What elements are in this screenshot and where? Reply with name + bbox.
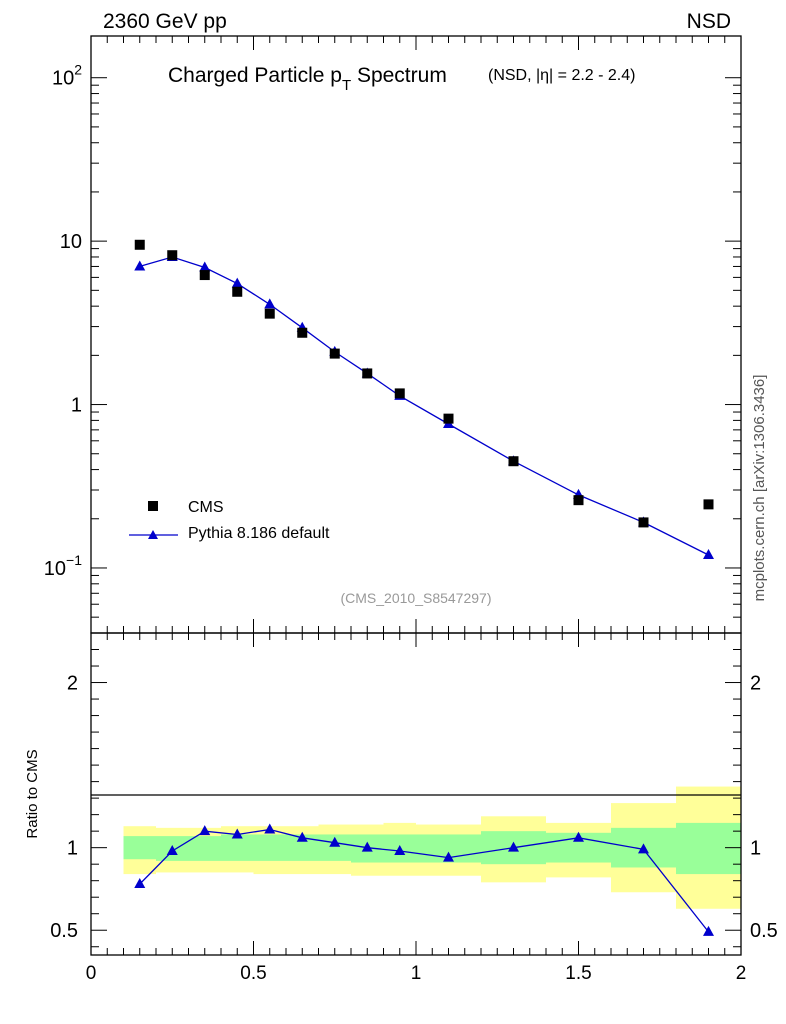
x-tick-labels: 0 0.5 1 1.5 2	[86, 963, 747, 984]
pythia-point	[199, 261, 211, 272]
y-tick-base: 10	[44, 558, 66, 580]
ratio-y-axis-label: Ratio to CMS	[24, 749, 41, 838]
ratio-point	[199, 825, 211, 836]
ratio-point	[264, 823, 276, 834]
side-source-label: mcplots.cern.ch [arXiv:1306.3436]	[751, 375, 768, 602]
cms-point	[167, 250, 178, 261]
cms-point	[134, 239, 145, 250]
y-tick-base: 10	[52, 68, 74, 90]
cms-point	[638, 517, 649, 528]
x-tick-label: 0.5	[240, 963, 266, 984]
ratio-point	[394, 844, 406, 855]
analysis-id-label: (CMS_2010_S8547297)	[341, 590, 492, 606]
pythia-point	[264, 298, 276, 309]
cms-point	[264, 308, 275, 319]
main-plot-ticks	[90, 36, 742, 634]
y-tick-label: 1	[71, 395, 82, 417]
ratio-point	[329, 836, 341, 847]
y-tick-label: 102	[52, 62, 82, 90]
ratio-y-tick-label-right: 2	[750, 673, 761, 695]
cms-point	[362, 368, 373, 379]
ratio-plot-frame	[90, 632, 742, 956]
ratio-point	[361, 841, 373, 852]
legend-cms-label: CMS	[188, 499, 224, 516]
ratio-point	[573, 831, 584, 842]
ratio-point	[703, 925, 714, 936]
ratio-point	[443, 851, 454, 862]
cms-point	[443, 413, 454, 424]
main-plot-series	[134, 239, 714, 560]
ratio-band-inner	[676, 822, 741, 875]
ratio-line	[139, 828, 710, 933]
pythia-point	[231, 277, 243, 288]
ratio-point	[166, 844, 178, 855]
legend-pythia-label: Pythia 8.186 default	[188, 525, 330, 542]
ratio-point	[231, 828, 243, 839]
cms-point	[508, 456, 519, 467]
ratio-plot-series	[134, 823, 714, 936]
legend: CMS Pythia 8.186 default	[129, 499, 330, 542]
ratio-y-tick-label-left: 1	[67, 838, 78, 860]
y-tick-exponent: −1	[66, 552, 82, 568]
pythia-line	[139, 256, 709, 556]
main-plot-title: Charged Particle pT Spectrum	[168, 64, 447, 94]
ratio-y-tick-label-right: 1	[750, 838, 761, 860]
ratio-y-tick-label-right: 0.5	[750, 920, 778, 942]
ratio-point	[508, 841, 519, 852]
pythia-point	[703, 549, 714, 560]
x-tick-label: 0	[86, 963, 97, 984]
ratio-plot-panel: 0.5 0.5 1 1 2 2 0 0.5 1 1.5 2 Ratio to CMS	[24, 632, 778, 984]
header-right-label: NSD	[687, 10, 731, 33]
ratio-point	[296, 831, 308, 842]
cms-point	[329, 348, 340, 359]
ratio-y-tick-label-left: 0.5	[50, 920, 78, 942]
ratio-y-tick-label-left: 2	[67, 673, 78, 695]
legend-cms-marker	[148, 501, 158, 511]
ratio-band-inner	[188, 836, 221, 861]
main-plot-title-extra: (NSD, |η| = 2.2 - 2.4)	[488, 67, 635, 84]
ratio-uncertainty-bands	[123, 786, 741, 909]
cms-point	[199, 270, 210, 281]
ratio-band-inner	[253, 834, 286, 861]
main-plot-title-tail: Spectrum	[351, 64, 447, 87]
main-plot-title-subscript: T	[342, 77, 351, 94]
ratio-plot-ticks	[90, 633, 742, 955]
main-plot-frame	[90, 35, 742, 634]
y-tick-label: 10−1	[44, 552, 82, 580]
ratio-band-inner	[123, 836, 156, 860]
x-tick-label: 1	[411, 963, 422, 984]
cms-point	[232, 286, 243, 297]
legend-pythia-marker	[148, 530, 158, 539]
cms-point	[297, 327, 308, 338]
x-tick-label: 2	[736, 963, 747, 984]
y-tick-exponent: 2	[74, 62, 82, 78]
x-tick-label: 1.5	[565, 963, 591, 984]
pythia-point	[134, 260, 146, 271]
header-left-label: 2360 GeV pp	[103, 10, 227, 33]
ratio-point	[638, 843, 649, 854]
ratio-band-inner	[221, 834, 254, 861]
cms-point	[703, 499, 714, 510]
ratio-y-tick-labels: 0.5 0.5 1 1 2 2	[50, 673, 778, 943]
ratio-point	[134, 877, 146, 888]
main-plot-title-main: Charged Particle p	[168, 64, 342, 87]
cms-point	[394, 388, 405, 399]
cms-point	[573, 495, 584, 506]
y-tick-label: 10	[60, 231, 82, 253]
